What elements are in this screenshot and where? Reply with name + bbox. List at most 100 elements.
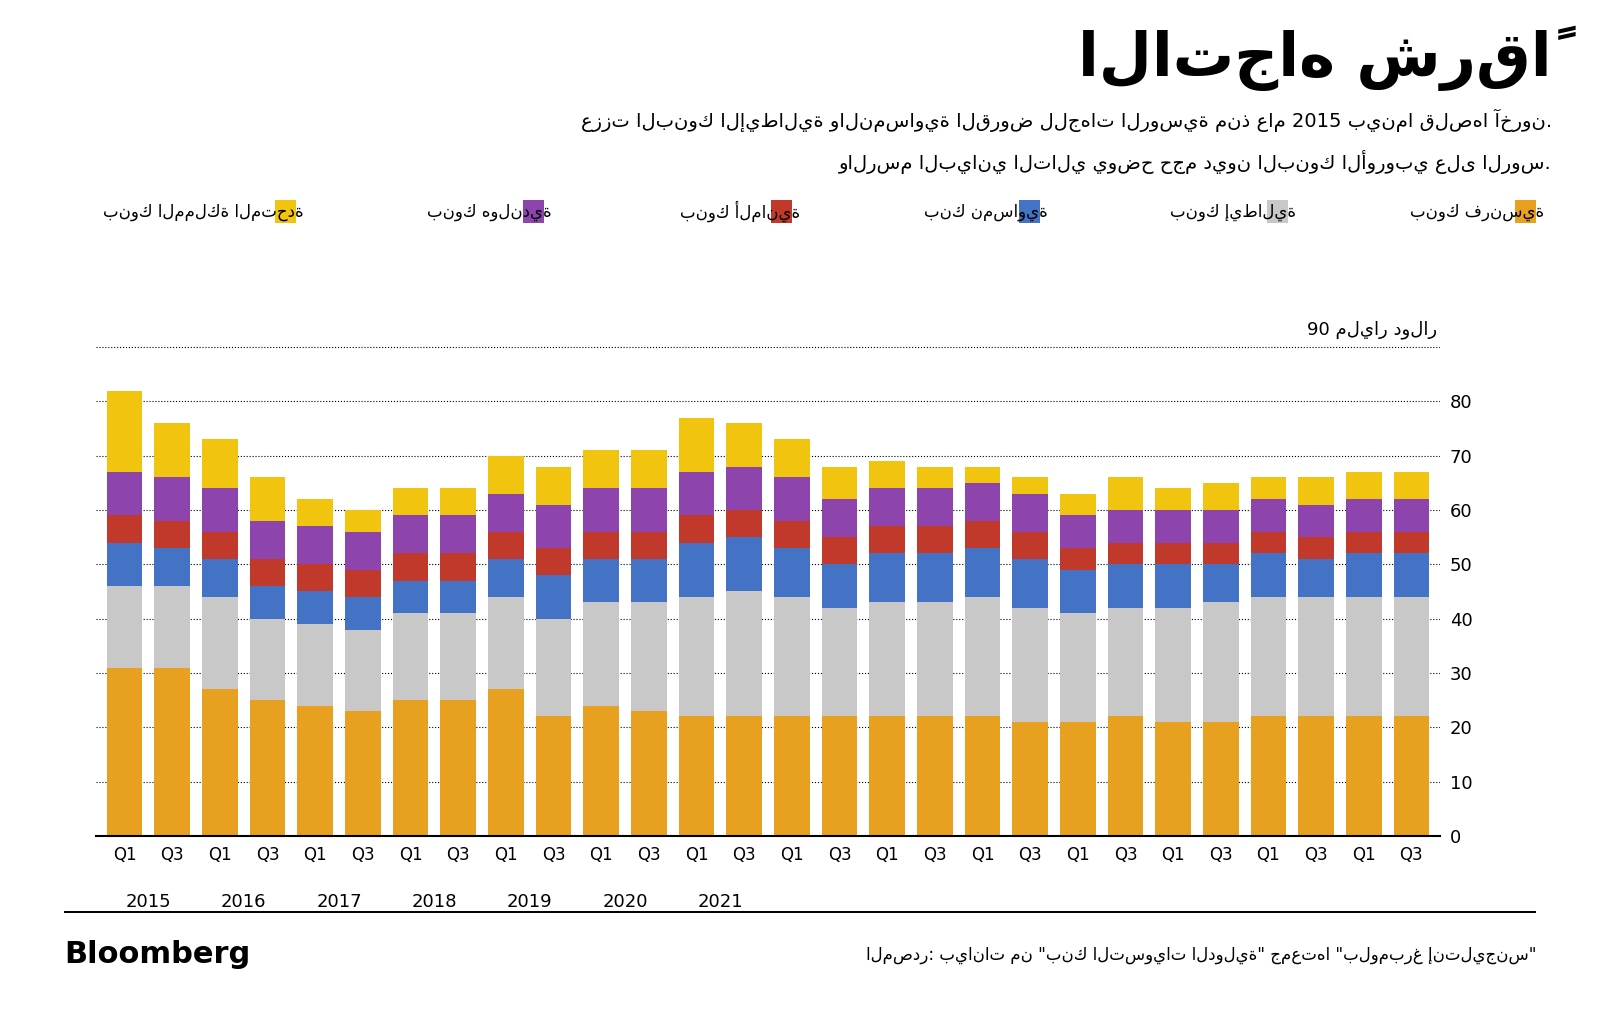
Bar (154, 478, 190, 521)
Text: بنوك فرنسية: بنوك فرنسية (1410, 202, 1544, 221)
Bar (1394, 472, 1429, 499)
Bar (917, 716, 952, 836)
Bar (1346, 553, 1382, 596)
Bar (1251, 531, 1286, 553)
Bar (630, 603, 667, 711)
Bar (346, 531, 381, 570)
Bar (1107, 478, 1144, 510)
Bar (1155, 608, 1190, 721)
Bar (536, 618, 571, 716)
Bar (202, 531, 238, 559)
Bar (250, 521, 285, 559)
Bar (678, 543, 714, 596)
Text: الاتجاه شرقاً: الاتجاه شرقاً (1078, 26, 1552, 91)
Bar (488, 531, 523, 559)
Bar (917, 488, 952, 526)
Bar (869, 461, 906, 488)
Bar (1394, 531, 1429, 553)
Bar (107, 515, 142, 543)
Bar (1059, 570, 1096, 613)
Bar (869, 716, 906, 836)
Bar (298, 499, 333, 526)
Bar (1155, 510, 1190, 543)
Bar (154, 668, 190, 836)
Bar (965, 596, 1000, 716)
Text: 2016: 2016 (221, 893, 267, 910)
Bar (630, 711, 667, 836)
Bar (346, 630, 381, 711)
Bar (822, 608, 858, 716)
Bar (822, 538, 858, 565)
Text: Bloomberg: Bloomberg (64, 940, 250, 969)
Bar (440, 700, 477, 836)
Bar (1394, 553, 1429, 596)
Text: بنك نمساوية: بنك نمساوية (925, 202, 1048, 221)
Bar (1346, 531, 1382, 553)
Bar (965, 483, 1000, 521)
Text: 2019: 2019 (507, 893, 552, 910)
Bar (1298, 716, 1334, 836)
Bar (250, 618, 285, 700)
Bar (1251, 499, 1286, 531)
Bar (1203, 565, 1238, 603)
Bar (584, 450, 619, 488)
Bar (1298, 538, 1334, 559)
Bar (440, 488, 477, 515)
Bar (1059, 721, 1096, 836)
Bar (1059, 613, 1096, 721)
Bar (869, 488, 906, 526)
Text: 2018: 2018 (411, 893, 458, 910)
Text: المصدر: بيانات من "بنك التسويات الدولية" جمعتها "بلومبرغ إنتليجنس": المصدر: بيانات من "بنك التسويات الدولية"… (866, 945, 1536, 964)
Bar (869, 603, 906, 716)
Bar (965, 716, 1000, 836)
Bar (1251, 553, 1286, 596)
Bar (536, 575, 571, 618)
Text: 2015: 2015 (126, 893, 171, 910)
Bar (1059, 548, 1096, 570)
Bar (965, 521, 1000, 548)
Bar (584, 531, 619, 559)
Text: والرسم البياني التالي يوضح حجم ديون البنوك الأوروبي على الروس.: والرسم البياني التالي يوضح حجم ديون البن… (840, 150, 1552, 173)
Bar (678, 515, 714, 543)
Bar (298, 526, 333, 565)
Bar (440, 553, 477, 581)
Bar (1298, 505, 1334, 538)
Bar (1298, 559, 1334, 596)
Bar (298, 591, 333, 624)
Bar (630, 488, 667, 531)
Bar (346, 711, 381, 836)
Bar (154, 521, 190, 548)
Bar (1107, 543, 1144, 565)
Bar (536, 716, 571, 836)
Bar (726, 538, 762, 591)
Bar (965, 548, 1000, 596)
Bar (202, 689, 238, 836)
Bar (584, 706, 619, 836)
Bar (488, 689, 523, 836)
Bar (488, 456, 523, 493)
Bar (154, 586, 190, 668)
Bar (1107, 565, 1144, 608)
Bar (536, 548, 571, 575)
Bar (1394, 716, 1429, 836)
Bar (1346, 499, 1382, 531)
Bar (1107, 608, 1144, 716)
Bar (678, 418, 714, 472)
Bar (678, 716, 714, 836)
Bar (1059, 515, 1096, 548)
Bar (774, 478, 810, 521)
Bar (250, 559, 285, 586)
Bar (1013, 493, 1048, 531)
Bar (107, 543, 142, 586)
Bar (392, 515, 429, 553)
Bar (869, 526, 906, 553)
Bar (107, 586, 142, 668)
Bar (965, 466, 1000, 483)
Text: 2021: 2021 (698, 893, 742, 910)
Bar (774, 440, 810, 478)
Bar (154, 548, 190, 586)
Bar (107, 472, 142, 515)
Text: بنوك إيطالية: بنوك إيطالية (1170, 202, 1296, 221)
Bar (630, 559, 667, 603)
Bar (154, 423, 190, 478)
